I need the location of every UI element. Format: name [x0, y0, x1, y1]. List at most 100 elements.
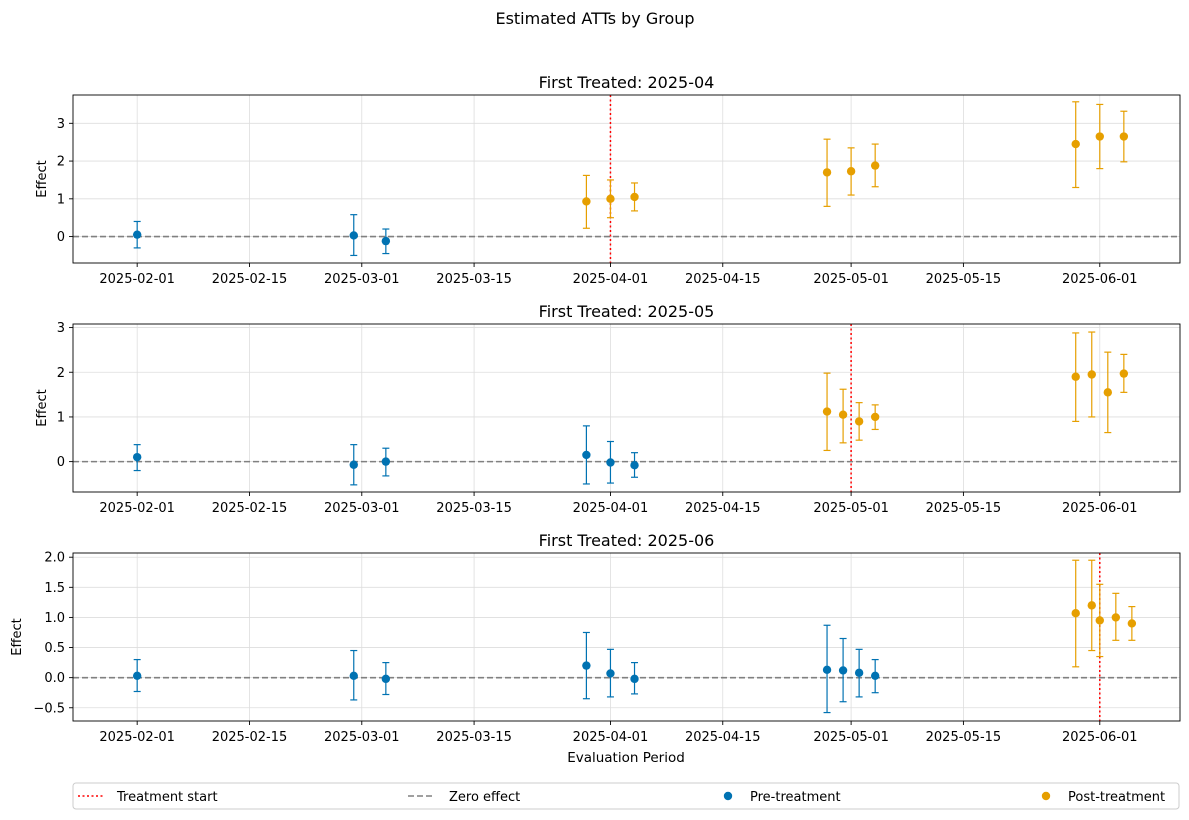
att-point-marker: [846, 167, 856, 176]
x-tick-label: 2025-02-15: [212, 501, 288, 516]
att-point-marker: [1119, 132, 1129, 141]
y-tick-label: 1.0: [44, 611, 65, 626]
y-tick-label: 3: [57, 321, 65, 336]
att-point-marker: [582, 661, 591, 670]
y-tick-label: 1: [57, 410, 65, 425]
data-point-post: [1103, 351, 1113, 434]
y-tick-label: 0: [57, 230, 65, 245]
data-point-pre: [854, 648, 864, 698]
x-tick-label: 2025-05-15: [926, 272, 1002, 287]
x-tick-label: 2025-04-15: [685, 501, 761, 516]
x-tick-label: 2025-04-01: [573, 272, 649, 287]
x-axis-label: Evaluation Period: [567, 750, 685, 766]
data-point-post: [846, 147, 856, 196]
data-point-pre: [870, 658, 880, 694]
data-point-post: [1071, 101, 1080, 189]
data-point-pre: [582, 631, 591, 700]
data-point-pre: [381, 661, 391, 696]
legend-label: Treatment start: [116, 790, 218, 805]
att-point-marker: [822, 665, 832, 675]
y-axis-label: Effect: [35, 160, 50, 197]
data-point-pre: [838, 637, 848, 703]
data-point-pre: [132, 658, 142, 693]
att-point-marker: [1087, 370, 1096, 379]
y-axis-label: Effect: [35, 389, 50, 426]
figure-suptitle: Estimated ATTs by Group: [495, 9, 694, 28]
x-tick-label: 2025-03-01: [324, 272, 400, 287]
data-point-post: [1071, 559, 1080, 668]
data-point-pre: [630, 661, 639, 695]
x-tick-label: 2025-03-15: [436, 501, 512, 516]
x-tick-label: 2025-03-15: [436, 730, 512, 745]
att-point-marker: [1071, 609, 1080, 618]
x-tick-label: 2025-06-01: [1062, 501, 1138, 516]
axes-frame: [72, 94, 1181, 264]
att-point-marker: [822, 168, 832, 177]
data-point-post: [870, 143, 880, 188]
att-point-marker: [630, 460, 639, 470]
y-tick-label: 2.0: [44, 551, 65, 566]
att-point-marker: [381, 674, 391, 684]
data-point-pre: [630, 452, 639, 478]
subplot-title: First Treated: 2025-04: [539, 73, 715, 92]
x-tick-label: 2025-05-15: [926, 730, 1002, 745]
data-point-post: [1119, 353, 1129, 393]
data-point-post: [606, 179, 615, 219]
subplot-title: First Treated: 2025-06: [539, 531, 715, 550]
data-point-post: [1095, 103, 1104, 170]
data-point-post: [1127, 605, 1137, 641]
x-tick-label: 2025-04-15: [685, 730, 761, 745]
att-point-marker: [381, 236, 391, 246]
att-point-marker: [854, 668, 864, 678]
data-point-post: [1111, 592, 1121, 641]
att-point-marker: [1071, 372, 1080, 381]
att-point-marker: [1071, 139, 1080, 149]
legend-label: Pre-treatment: [750, 790, 841, 805]
legend-entry: Post-treatment: [1041, 790, 1165, 805]
att-point-marker: [349, 231, 358, 240]
y-tick-label: 1: [57, 192, 65, 207]
data-point-pre: [381, 447, 391, 477]
data-point-pre: [381, 228, 391, 255]
att-point-marker: [630, 192, 639, 202]
legend-label: Zero effect: [449, 790, 520, 805]
data-point-pre: [132, 444, 142, 472]
data-point-pre: [822, 624, 832, 714]
x-tick-label: 2025-02-01: [99, 730, 175, 745]
att-point-marker: [606, 458, 615, 467]
att-point-marker: [582, 450, 591, 460]
data-point-post: [582, 174, 591, 229]
x-tick-label: 2025-03-01: [324, 501, 400, 516]
att-point-marker: [838, 410, 848, 419]
x-tick-label: 2025-02-15: [212, 272, 288, 287]
x-tick-label: 2025-04-01: [573, 730, 649, 745]
legend-swatch-marker: [723, 791, 733, 801]
att-point-marker: [854, 417, 864, 426]
data-point-post: [1087, 331, 1096, 418]
y-axis-label: Effect: [10, 618, 25, 655]
x-tick-label: 2025-03-15: [436, 272, 512, 287]
subplots: 0 1 2 3 2025-02-01 2025-02-15 2025-03-01 2025-0…: [10, 73, 1181, 745]
subplot-title: First Treated: 2025-05: [539, 302, 715, 321]
y-tick-label: 1.5: [44, 581, 65, 596]
subplot-panel: 0 1 2 3 2025-02-01 2025-02-15 2025-03-01 2025-0…: [35, 73, 1181, 287]
x-tick-label: 2025-02-01: [99, 501, 175, 516]
legend-entry: Pre-treatment: [723, 790, 841, 805]
y-tick-label: 2: [57, 366, 65, 381]
att-point-marker: [606, 194, 615, 204]
y-tick-label: −0.5: [33, 701, 65, 716]
att-point-marker: [1127, 619, 1137, 628]
att-point-marker: [582, 197, 591, 206]
data-point-post: [1119, 110, 1129, 163]
att-point-marker: [1095, 132, 1104, 141]
legend-label: Post-treatment: [1068, 790, 1165, 805]
y-tick-label: 0: [57, 455, 65, 470]
legend-swatch-marker: [1041, 791, 1051, 801]
subplot-panel: 0 1 2 3 2025-02-01 2025-02-15 2025-03-01 2025-0…: [35, 302, 1181, 516]
subplot-panel: −0.5 0.0 0.5 1.0 1.5 2.0 2025-02-01 2025-02-15 2…: [10, 531, 1181, 745]
data-point-pre: [582, 425, 591, 485]
att-point-marker: [1119, 369, 1129, 378]
att-point-marker: [132, 452, 142, 462]
data-point-pre: [132, 220, 142, 249]
data-point-pre: [349, 649, 358, 701]
